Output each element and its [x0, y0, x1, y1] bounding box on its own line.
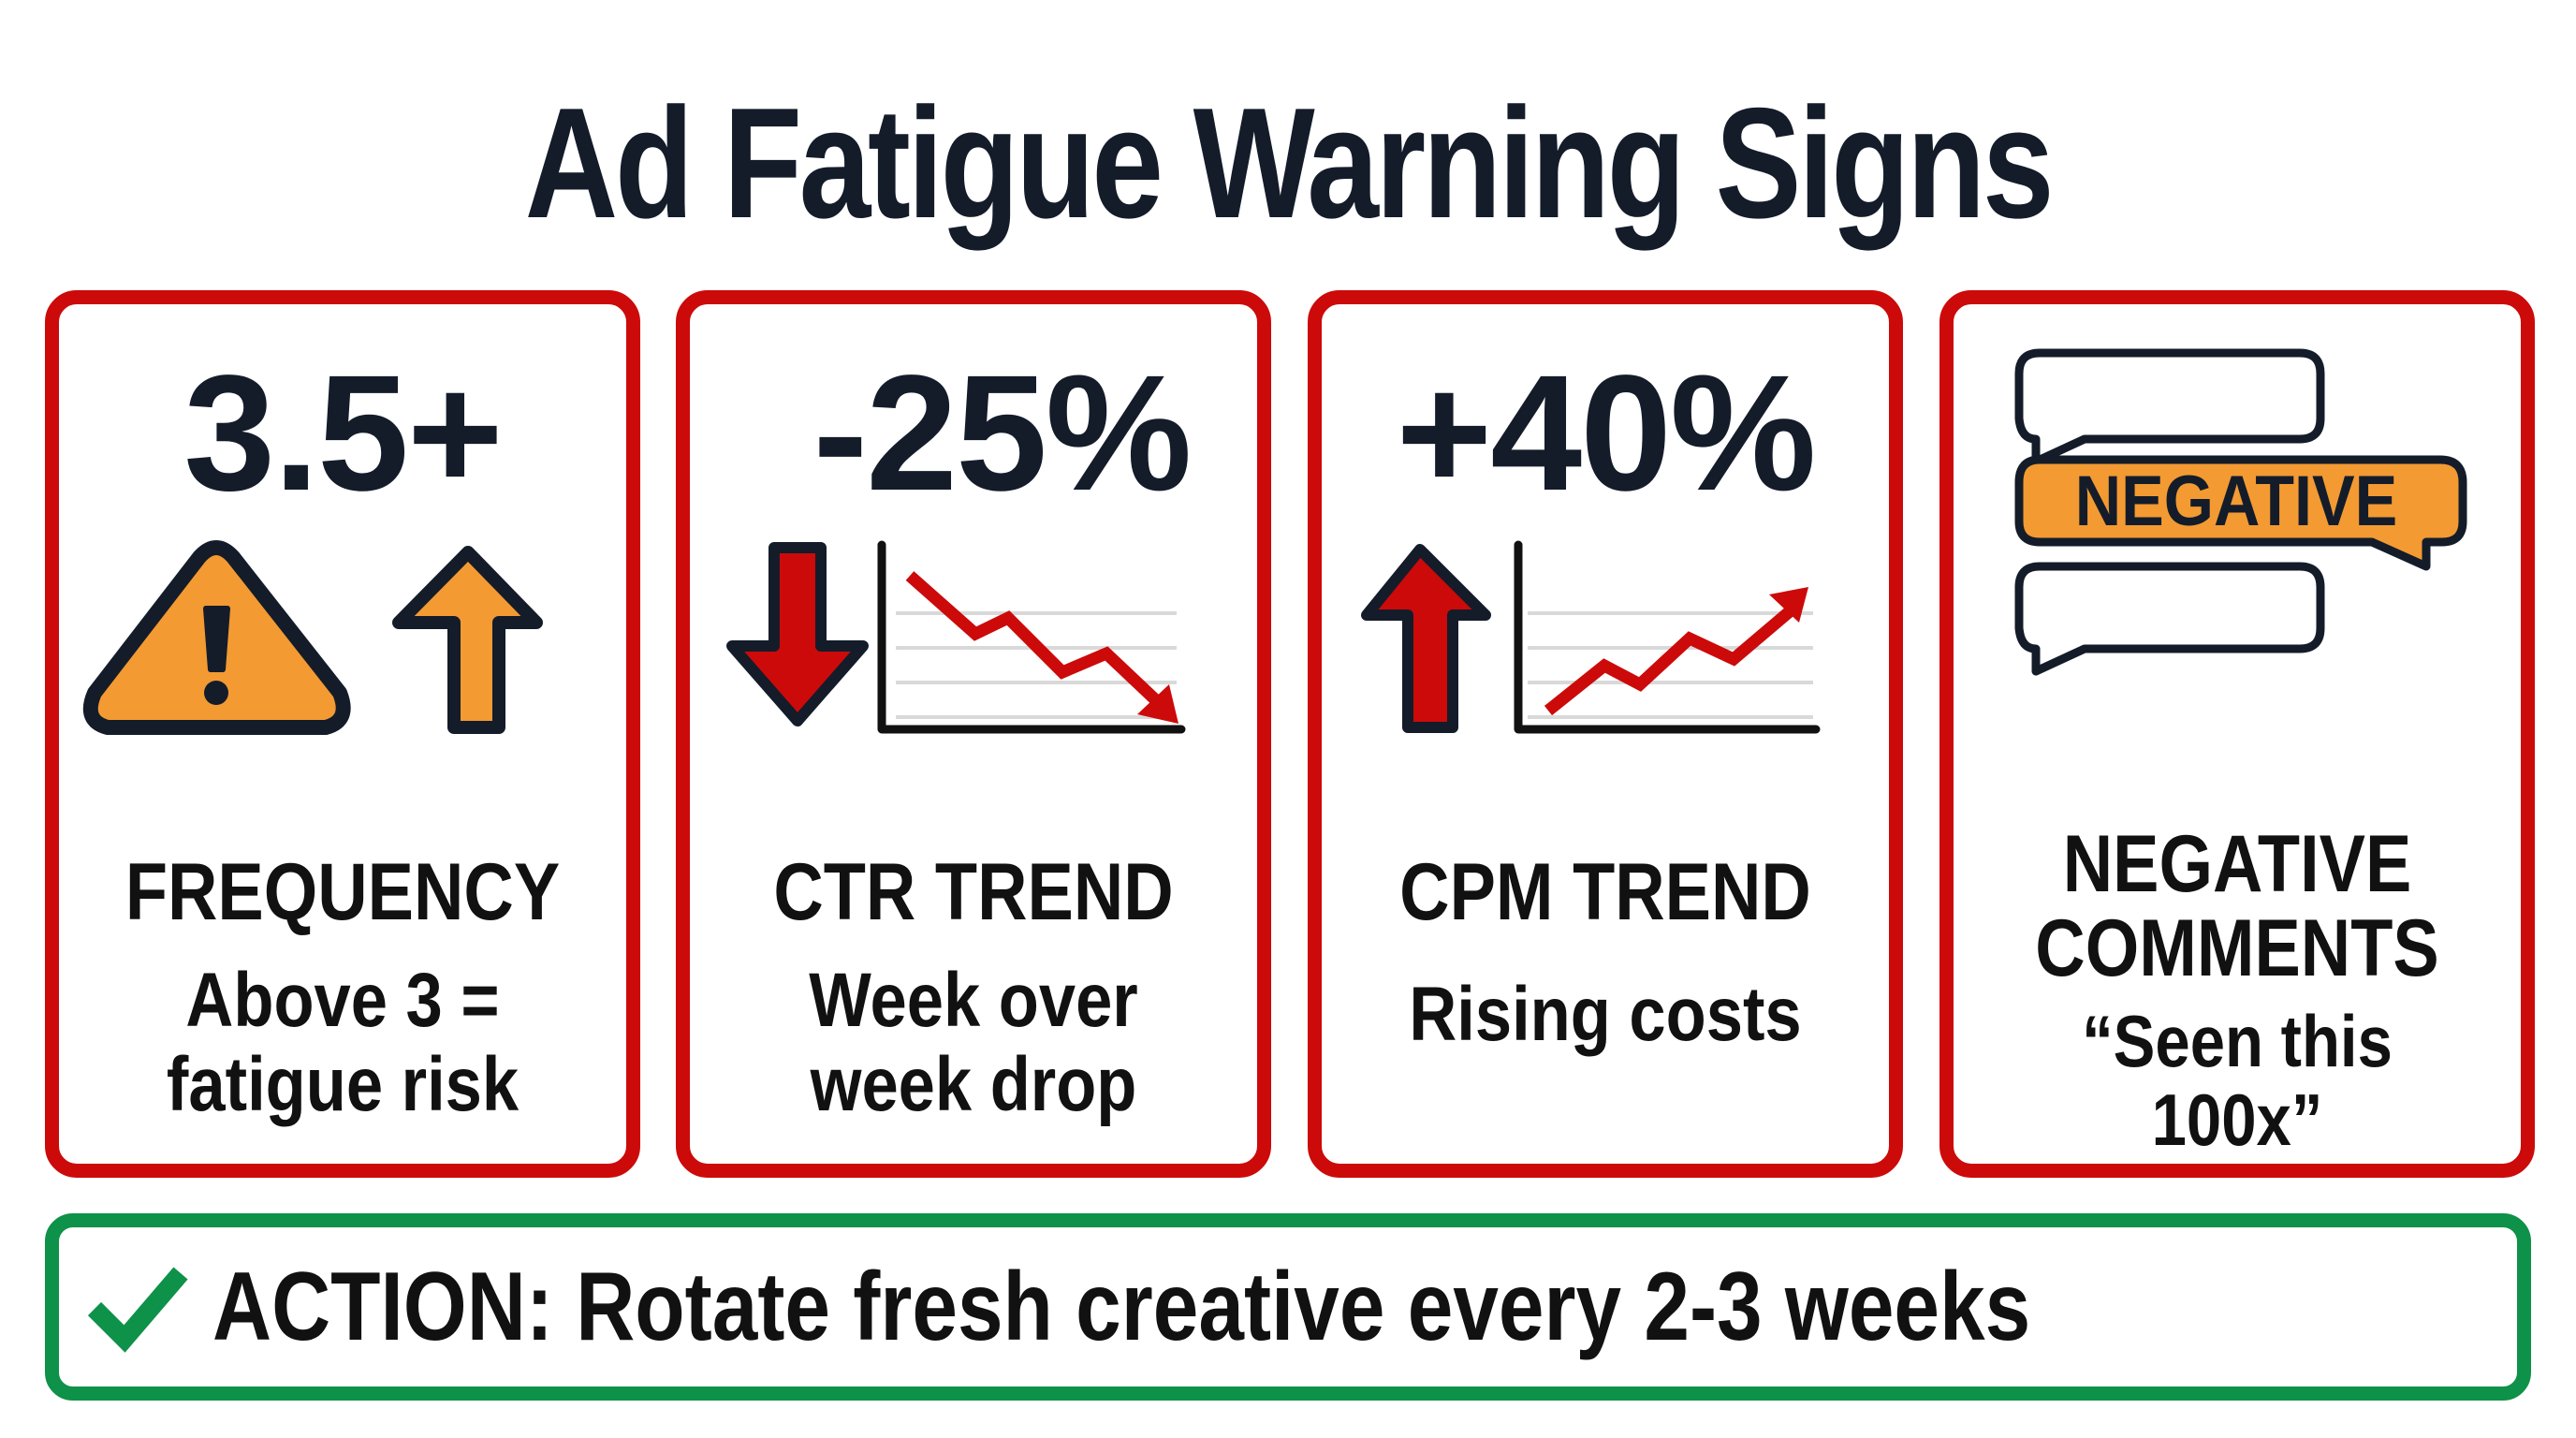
- rising-line-chart-icon: [1514, 540, 1821, 734]
- frequency-icons: [59, 529, 626, 810]
- ctr-label: CTR TREND: [773, 847, 1174, 937]
- frequency-sub-line-1: Above 3 =: [185, 958, 500, 1043]
- page-title: Ad Fatigue Warning Signs: [524, 75, 2055, 251]
- speech-bubble-top: [2014, 348, 2325, 466]
- warning-triangle-icon: [82, 540, 351, 735]
- action-text: ACTION: Rotate fresh creative every 2-3 …: [212, 1252, 2031, 1361]
- frequency-label: FREQUENCY: [124, 847, 561, 937]
- orange-up-arrow-icon: [392, 546, 543, 734]
- ctr-sub-line-2: week drop: [810, 1042, 1137, 1127]
- ctr-value: -25%: [812, 342, 1193, 525]
- negative-label-line-2: COMMENTS: [2035, 903, 2439, 993]
- frequency-sub-line-2: fatigue risk: [166, 1042, 520, 1127]
- cpm-icons: [1322, 529, 1889, 810]
- negative-label-line-1: NEGATIVE: [2062, 819, 2412, 909]
- cpm-label: CPM TREND: [1399, 847, 1811, 937]
- declining-line-chart-icon: [877, 540, 1186, 734]
- card-frequency: 3.5+ FREQUENCY Above 3 = fatigue risk: [45, 290, 640, 1178]
- card-negative-comments: NEGATIVE NEGATIVE COMMENTS “Seen this 10…: [1939, 290, 2535, 1178]
- card-ctr-trend: -25% CTR TREND Week over week drop: [676, 290, 1271, 1178]
- red-up-arrow-icon: [1361, 544, 1491, 733]
- cpm-value: +40%: [1396, 342, 1816, 525]
- checkmark-icon: [87, 1267, 188, 1353]
- cpm-sub-line-1: Rising costs: [1409, 972, 1802, 1057]
- action-banner: ACTION: Rotate fresh creative every 2-3 …: [45, 1213, 2531, 1401]
- negative-bubble-text: NEGATIVE: [2075, 462, 2397, 541]
- ctr-sub-line-1: Week over: [809, 958, 1138, 1043]
- speech-bubbles-icon: NEGATIVE: [1954, 342, 2521, 754]
- ctr-icons: [690, 529, 1257, 810]
- red-down-arrow-icon: [726, 542, 869, 726]
- speech-bubble-bottom: [2014, 562, 2325, 676]
- speech-bubble-negative: NEGATIVE: [2014, 455, 2467, 571]
- frequency-value: 3.5+: [183, 342, 503, 525]
- card-cpm-trend: +40% CPM TREND Rising costs: [1308, 290, 1903, 1178]
- negative-quote: “Seen this 100x”: [2082, 1000, 2393, 1162]
